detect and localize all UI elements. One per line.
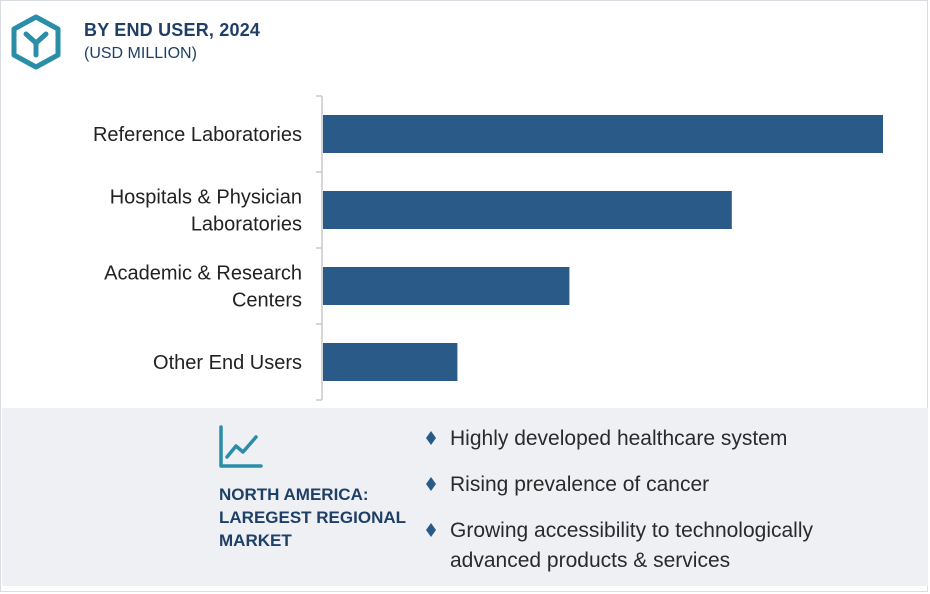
bar [323, 191, 732, 229]
region-label-line: LAREGEST REGIONAL [219, 508, 407, 527]
key-factors-list: Highly developed healthcare system Rising… [424, 424, 904, 592]
bar [323, 267, 570, 305]
category-label: Centers [232, 290, 302, 312]
key-factor-item: Highly developed healthcare system [424, 424, 904, 454]
category-label: Hospitals & Physician [110, 187, 302, 209]
trend-chart-icon [219, 425, 263, 468]
diamond-bullet-icon [426, 431, 436, 445]
key-factor-item: Growing accessibility to technologically… [424, 516, 904, 576]
key-factor-text: Rising prevalence of cancer [450, 473, 710, 496]
bar-chart: Reference Laboratories Hospitals & Physic… [93, 95, 883, 401]
chart-title: BY END USER, 2024 [84, 20, 261, 40]
regional-summary-panel [2, 408, 928, 586]
category-label: Academic & Research [104, 263, 302, 285]
region-label-line: MARKET [219, 531, 292, 550]
bar [323, 343, 458, 381]
category-label: Laboratories [191, 214, 302, 236]
category-label: Reference Laboratories [93, 124, 302, 146]
bar [323, 115, 883, 153]
brand-logo-icon [11, 14, 61, 70]
diamond-bullet-icon [426, 523, 436, 537]
diamond-bullet-icon [426, 477, 436, 491]
category-label: Other End Users [153, 352, 302, 374]
key-factor-item: Rising prevalence of cancer [424, 470, 904, 500]
region-label: NORTH AMERICA: LAREGEST REGIONAL MARKET [219, 483, 419, 552]
chart-subtitle: (USD MILLION) [84, 45, 197, 62]
region-label-line: NORTH AMERICA: [219, 485, 369, 504]
key-factor-text: Growing accessibility to technologically [450, 519, 813, 542]
key-factor-text: advanced products & services [450, 549, 731, 572]
key-factor-text: Highly developed healthcare system [450, 427, 788, 450]
